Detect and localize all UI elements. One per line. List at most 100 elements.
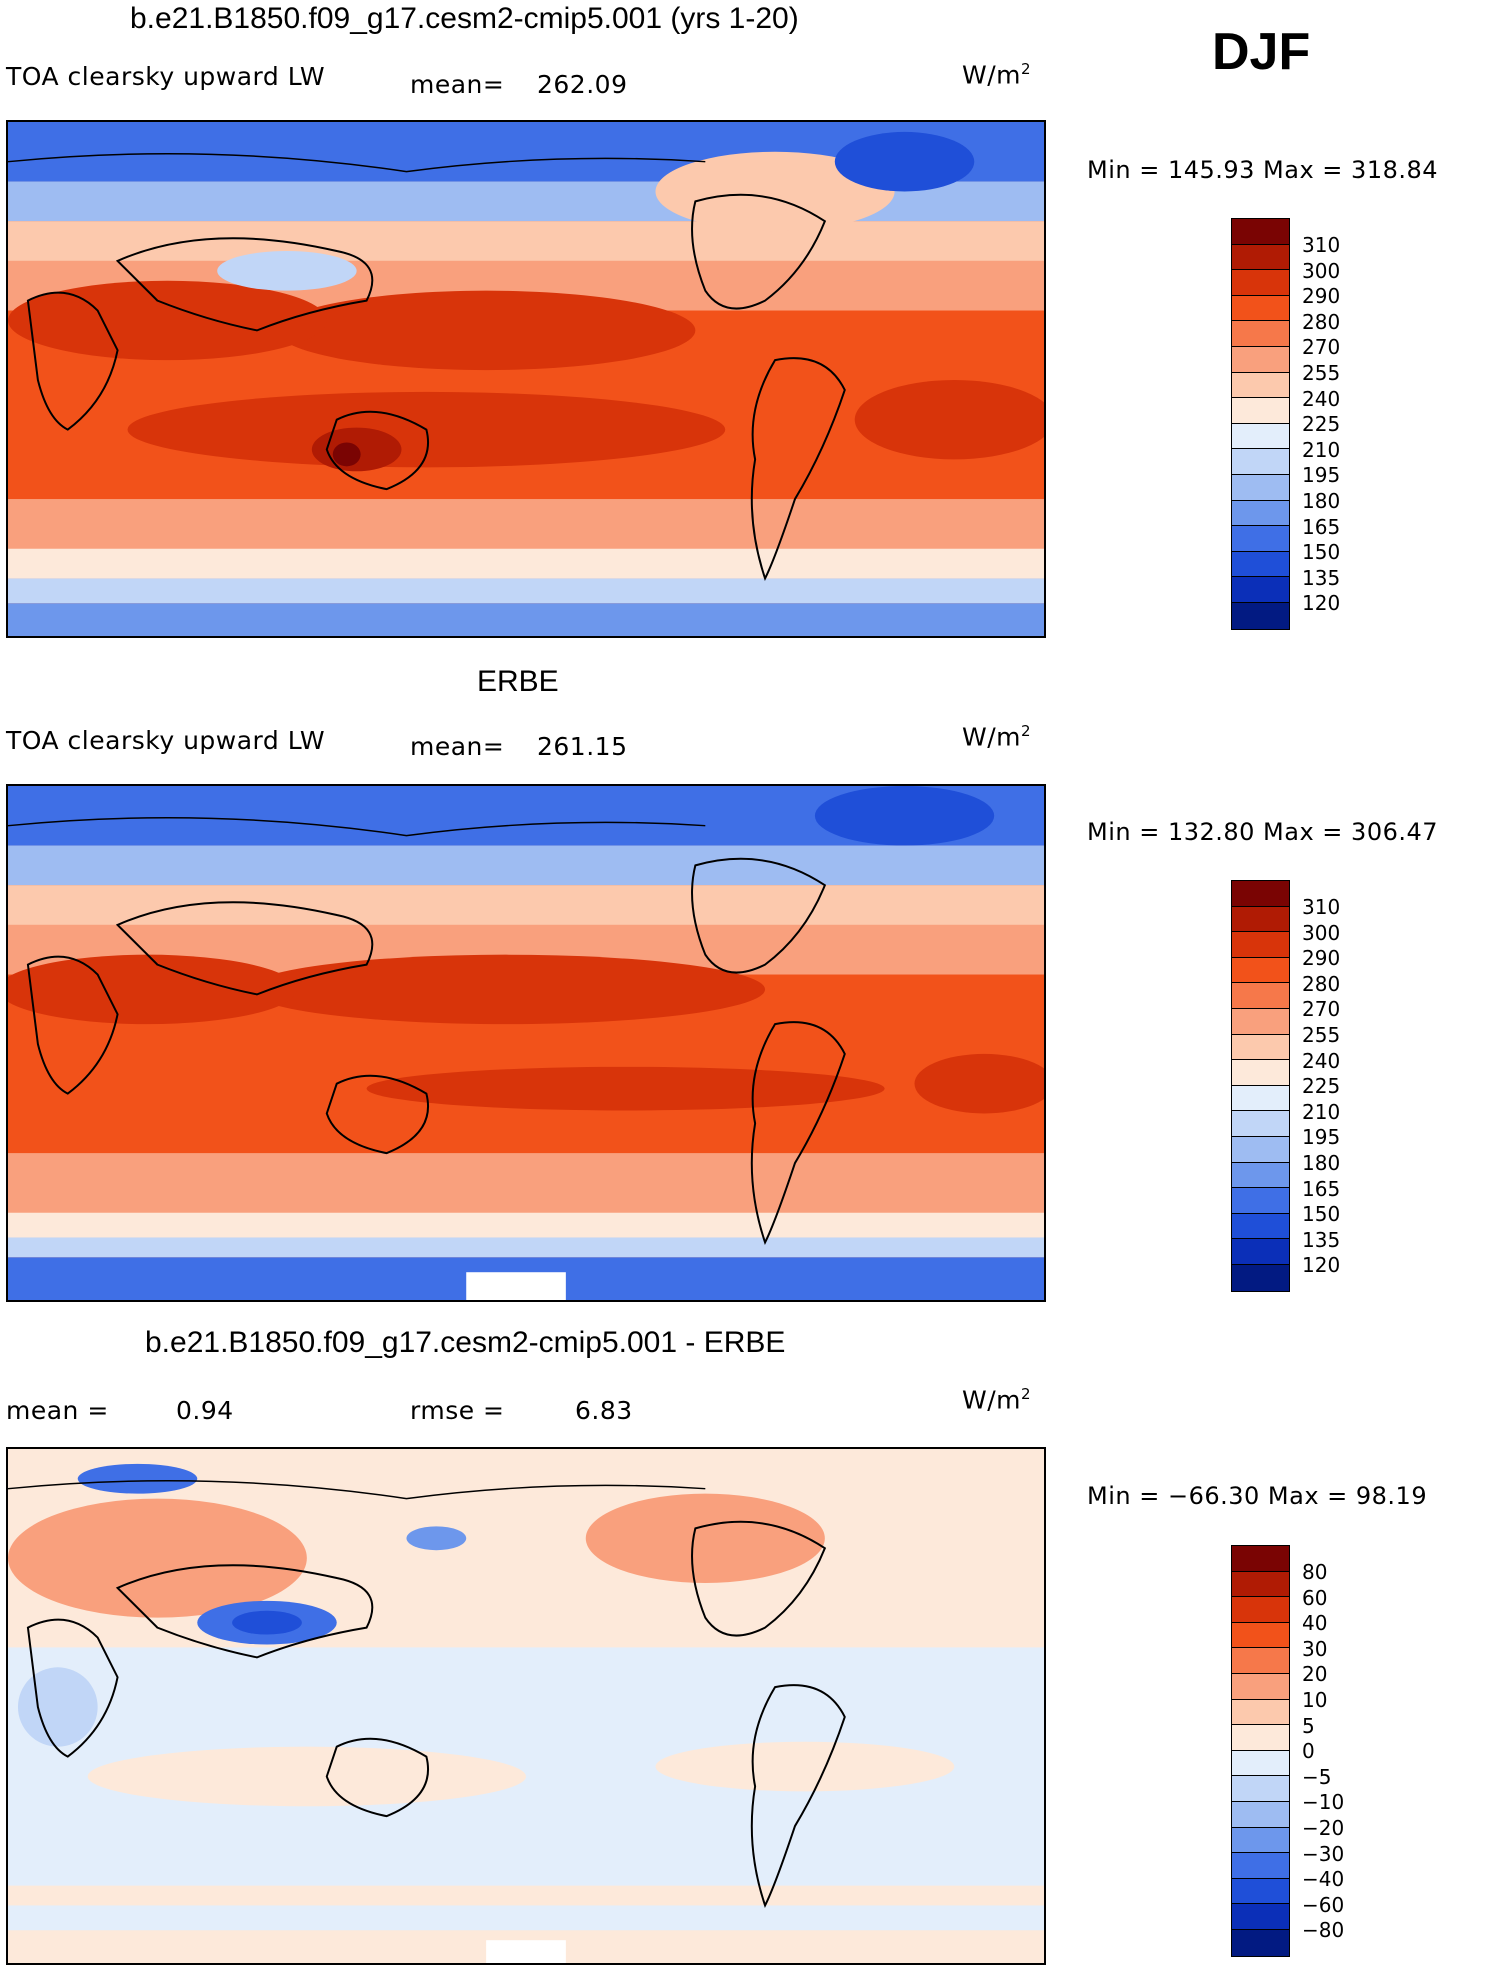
panel-2-swatch (1232, 957, 1289, 984)
panel-3-swatch (1232, 1571, 1289, 1598)
panel-2-swatch (1232, 881, 1289, 907)
panel-3-swatch (1232, 1597, 1289, 1623)
panel-1-tick: 240 (1302, 386, 1341, 411)
panel-3-swatch (1232, 1622, 1289, 1649)
panel-1-tick: 225 (1302, 412, 1341, 437)
panel-1-tick: 165 (1302, 514, 1341, 539)
panel-3-tick: −40 (1302, 1867, 1345, 1892)
panel-3-tick: −30 (1302, 1841, 1345, 1866)
panel-3-tick: −5 (1302, 1764, 1332, 1789)
panel-3-minmax: Min = −66.30 Max = 98.19 (1087, 1482, 1428, 1510)
panel-3-tick: −10 (1302, 1790, 1345, 1815)
panel-1-swatch (1232, 500, 1289, 527)
panel-1-swatch (1232, 526, 1289, 552)
panel-2-swatch (1232, 1188, 1289, 1214)
panel-3-tick: 30 (1302, 1636, 1328, 1661)
panel-1-mean-value: 262.09 (537, 70, 628, 99)
panel-3-title: b.e21.B1850.f09_g17.cesm2-cmip5.001 - ER… (145, 1326, 786, 1359)
panel-3-swatch (1232, 1546, 1289, 1572)
panel-2-tick: 290 (1302, 946, 1341, 971)
panel-3-tick: 10 (1302, 1688, 1328, 1712)
panel-1-swatch (1232, 551, 1289, 578)
panel-2-tick: 180 (1302, 1151, 1341, 1175)
panel-1-swatch (1232, 270, 1289, 296)
panel-2-swatch (1232, 1136, 1289, 1163)
panel-1-tick: 120 (1302, 591, 1341, 616)
season-label: DJF (1212, 23, 1311, 81)
panel-1-swatch (1232, 602, 1289, 629)
panel-1-swatch (1232, 321, 1289, 347)
panel-2-minmax: Min = 132.80 Max = 306.47 (1087, 818, 1439, 846)
panel-3-swatch (1232, 1673, 1289, 1700)
panel-2-swatch (1232, 1060, 1289, 1086)
panel-1-map-svg (8, 122, 1044, 636)
panel-2-swatch (1232, 1008, 1289, 1035)
panel-2-map-svg (8, 786, 1044, 1300)
panel-3-mean-value: 0.94 (176, 1396, 234, 1425)
panel-3-map-svg (8, 1449, 1044, 1963)
panel-2-tick: 280 (1302, 971, 1341, 996)
panel-3-tick: −60 (1302, 1892, 1345, 1917)
panel-1-tick: 150 (1302, 540, 1341, 565)
panel-3-map (6, 1447, 1046, 1965)
panel-3-tick: 0 (1302, 1739, 1315, 1764)
panel-3-swatch (1232, 1776, 1289, 1802)
panel-1-swatch (1232, 423, 1289, 450)
panel-3-rmse-value: 6.83 (575, 1396, 633, 1425)
panel-1-tick: 180 (1302, 489, 1341, 513)
panel-3-swatch (1232, 1699, 1289, 1726)
panel-2-tick: 165 (1302, 1176, 1341, 1201)
panel-3-tick: 40 (1302, 1611, 1328, 1636)
panel-2-units: W/m2 (962, 722, 1032, 752)
panel-3-tick: 80 (1302, 1560, 1328, 1584)
panel-1-units: W/m2 (962, 60, 1032, 90)
panel-2-swatch (1232, 1034, 1289, 1061)
panel-2-tick: 300 (1302, 920, 1341, 945)
panel-1-swatch (1232, 577, 1289, 603)
panel-3-swatch (1232, 1648, 1289, 1674)
panel-2-map (6, 784, 1046, 1302)
panel-2-tick: 150 (1302, 1202, 1341, 1227)
panel-3-swatch (1232, 1853, 1289, 1879)
panel-1-swatch (1232, 474, 1289, 501)
panel-2-swatch (1232, 1264, 1289, 1291)
panel-1-minmax: Min = 145.93 Max = 318.84 (1087, 156, 1439, 184)
panel-1-tick: 210 (1302, 437, 1341, 462)
panel-2-swatch (1232, 1162, 1289, 1189)
panel-1-map (6, 120, 1046, 638)
panel-3-units: W/m2 (962, 1385, 1032, 1415)
panel-2-tick: 310 (1302, 895, 1341, 919)
panel-2-swatch (1232, 983, 1289, 1009)
panel-2-swatch (1232, 1111, 1289, 1137)
panel-1-tick: 310 (1302, 233, 1341, 257)
panel-1-swatch (1232, 398, 1289, 424)
panel-3-swatch (1232, 1801, 1289, 1828)
panel-3-swatch (1232, 1878, 1289, 1905)
panel-3-swatch (1232, 1725, 1289, 1751)
panel-2-mean-label: mean= (410, 732, 505, 761)
panel-1-swatch (1232, 219, 1289, 245)
panel-3-swatch (1232, 1904, 1289, 1930)
panel-1-swatch (1232, 346, 1289, 373)
panel-1-swatch (1232, 372, 1289, 399)
panel-2-swatch (1232, 932, 1289, 958)
panel-1-swatch (1232, 244, 1289, 271)
panel-3-swatch (1232, 1929, 1289, 1956)
panel-2-tick: 255 (1302, 1023, 1341, 1047)
panel-1-swatch (1232, 295, 1289, 322)
panel-3-tick: 20 (1302, 1662, 1328, 1687)
panel-1-mean-label: mean= (410, 70, 505, 99)
panel-1-tick: 280 (1302, 309, 1341, 334)
panel-3-tick: 60 (1302, 1585, 1328, 1610)
panel-2-title: ERBE (477, 665, 559, 698)
panel-3-swatch (1232, 1827, 1289, 1854)
panel-2-tick: 225 (1302, 1074, 1341, 1099)
panel-2-tick: 195 (1302, 1125, 1341, 1150)
panel-2-tick: 240 (1302, 1048, 1341, 1073)
panel-1-tick: 195 (1302, 463, 1341, 488)
panel-2-tick: 135 (1302, 1227, 1341, 1252)
panel-3-swatch (1232, 1750, 1289, 1777)
panel-1-title: b.e21.B1850.f09_g17.cesm2-cmip5.001 (yrs… (130, 2, 799, 35)
panel-2-swatch (1232, 1239, 1289, 1265)
panel-1-tick: 135 (1302, 565, 1341, 590)
